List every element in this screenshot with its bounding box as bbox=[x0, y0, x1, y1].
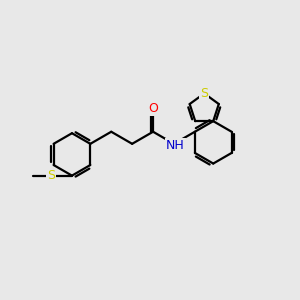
Text: NH: NH bbox=[166, 139, 185, 152]
Text: S: S bbox=[47, 169, 55, 182]
Text: O: O bbox=[148, 102, 158, 115]
Text: S: S bbox=[200, 87, 208, 100]
